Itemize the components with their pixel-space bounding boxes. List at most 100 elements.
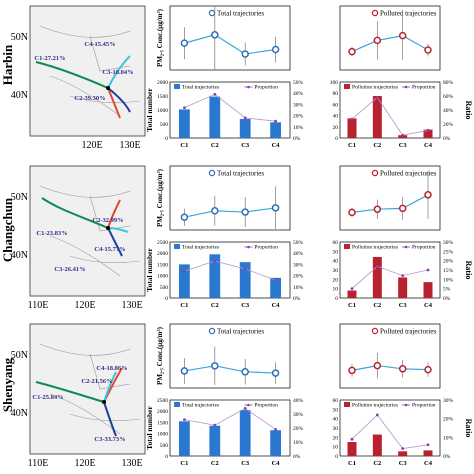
proportion-line [184, 407, 276, 430]
data-point [348, 208, 356, 217]
y-axis-label: PM₂.₅ Conc.(μg/m³) [156, 326, 164, 385]
legend-marker [371, 169, 379, 177]
cluster-label: C1-25.84% [32, 394, 63, 401]
data-point [398, 204, 407, 213]
y-tick: 500 [160, 443, 169, 449]
y-tick: 50 [333, 249, 339, 255]
y-tick: 1000 [157, 108, 168, 114]
proportion-point [401, 274, 405, 277]
data-point [424, 365, 432, 374]
x-tick: C3 [399, 142, 408, 149]
x-tick: C4 [272, 142, 281, 149]
city-label: Changchun [0, 197, 15, 262]
y-tick: 50 [333, 407, 339, 413]
data-point [241, 368, 249, 376]
legend-label: Polluted trajectories [380, 328, 436, 336]
bar [398, 277, 408, 298]
ratio-tick: 50% [293, 240, 304, 246]
data-point [241, 208, 249, 216]
x-tick: C4 [272, 460, 281, 467]
proportion-point [274, 278, 277, 282]
x-tick: C4 [424, 460, 433, 467]
ratio-tick: 10% [293, 440, 304, 446]
bar [423, 450, 433, 456]
bar [372, 256, 382, 298]
lon-tick: 130E [121, 458, 142, 469]
map-borders [39, 343, 141, 435]
proportion-line [351, 96, 429, 136]
proportion-point [274, 119, 277, 123]
y-tick: 40 [333, 417, 339, 423]
proportion-point [243, 116, 247, 120]
ratio-tick: 30% [293, 412, 304, 418]
proportion-point [183, 418, 186, 421]
bar [179, 421, 190, 456]
legend-label: Polluted trajectories [380, 170, 436, 178]
x-tick: C1 [348, 142, 356, 149]
plot-frame [169, 5, 291, 71]
trajectory-1 [35, 381, 105, 403]
ratio-tick: 80% [443, 80, 454, 86]
lon-tick: 130E [121, 300, 142, 311]
y-tick: 1000 [157, 432, 168, 438]
plot-frame [339, 399, 441, 457]
plot-frame [169, 81, 291, 139]
y-tick: 2000 [157, 251, 168, 257]
plot-frame [339, 81, 441, 139]
x-tick: C2 [373, 142, 381, 149]
ratio-tick: 30% [293, 262, 304, 268]
city-label: Harbin [0, 44, 15, 85]
ratio-tick: 10% [443, 277, 454, 283]
bar [179, 109, 190, 138]
legend-marker [208, 9, 216, 17]
ratio-tick: 40% [293, 91, 304, 97]
ratio-tick: 20% [293, 114, 304, 120]
y2-axis-label: Ratio [464, 101, 473, 120]
lon-tick: 130E [119, 140, 140, 151]
x-tick: C2 [373, 302, 381, 309]
legend-label: Proportion [412, 85, 436, 91]
trajectory-4 [103, 371, 117, 403]
proportion-line [351, 414, 429, 449]
y-tick: 20 [333, 277, 339, 283]
ratio-tick: 0% [293, 136, 301, 142]
map-frame [29, 5, 146, 137]
proportion-point [213, 92, 217, 96]
ratio-tick: 0% [443, 296, 451, 302]
y-tick: 2500 [157, 240, 168, 246]
y-tick: 2000 [157, 409, 168, 415]
legend-label: Total trajectories [217, 328, 264, 336]
bar [347, 442, 357, 456]
x-tick: C4 [424, 142, 433, 149]
legend-proportion-marker [247, 85, 250, 89]
y-axis-label: PM₂.₅ Conc.(μg/m³) [156, 168, 164, 227]
bar [423, 282, 433, 298]
charts-changchun: PM₂.₅ Conc.(μg/m³) Total trajectories Poll… [145, 165, 473, 309]
x-tick: C1 [348, 460, 356, 467]
y-tick: 0 [165, 296, 168, 302]
legend-label: Pollution trajectories [352, 403, 398, 409]
cluster-label: C1-27.21% [34, 55, 65, 62]
proportion-line [184, 93, 276, 122]
y-tick: 0 [335, 296, 338, 302]
ratio-tick: 40% [443, 108, 454, 114]
legend-swatch [174, 84, 180, 89]
lat-tick: 50N [11, 32, 28, 43]
city-label: Shenyang [0, 357, 15, 412]
y-tick: 2500 [157, 398, 168, 404]
legend-swatch [174, 244, 180, 249]
ratio-tick: 20% [443, 417, 454, 423]
ratio-tick: 10% [443, 435, 454, 441]
ratio-tick: 20% [293, 274, 304, 280]
cluster-label: C4-15.45% [84, 41, 115, 48]
x-tick: C2 [211, 460, 219, 467]
ratio-tick: 30% [293, 102, 304, 108]
bar [372, 434, 382, 456]
proportion-point [375, 413, 379, 417]
legend-label: Total trajectories [182, 85, 219, 91]
cluster-label: C3-26.41% [54, 266, 85, 273]
plot-frame [169, 165, 291, 231]
x-tick: C2 [211, 302, 219, 309]
ratio-tick: 0% [443, 136, 451, 142]
cluster-label: C4-15.77% [94, 246, 125, 253]
